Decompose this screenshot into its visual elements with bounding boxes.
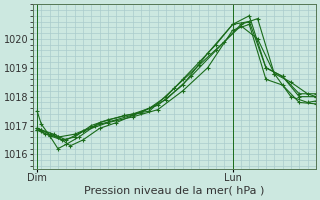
X-axis label: Pression niveau de la mer( hPa ): Pression niveau de la mer( hPa ) bbox=[84, 186, 265, 196]
